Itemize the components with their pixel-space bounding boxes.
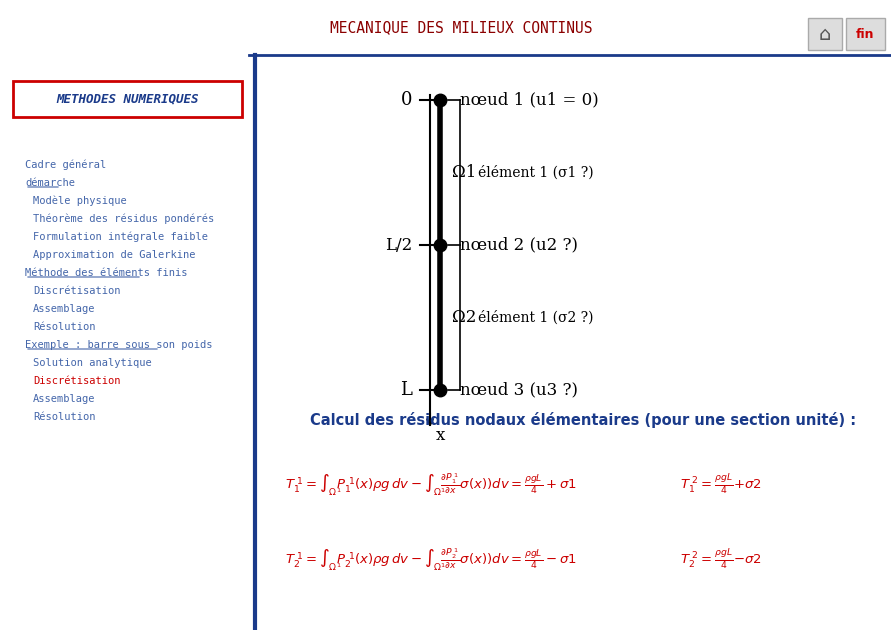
Text: Cadre général: Cadre général [25,160,106,170]
Text: L: L [400,381,412,399]
FancyBboxPatch shape [846,18,885,50]
Text: ⌂: ⌂ [819,25,831,43]
Text: $T_2^{\ 2}{=}\frac{\rho gL}{4}{-}\sigma2$: $T_2^{\ 2}{=}\frac{\rho gL}{4}{-}\sigma2… [680,548,762,572]
Text: Assemblage: Assemblage [33,304,95,314]
Text: nœud 2 (u2 ?): nœud 2 (u2 ?) [460,236,578,253]
Text: Calcul des résidus nodaux élémentaires (pour une section unité) :: Calcul des résidus nodaux élémentaires (… [310,412,856,428]
Text: x: x [436,427,446,444]
Text: Discrétisation: Discrétisation [33,376,120,386]
Text: METHODES NUMERIQUES: METHODES NUMERIQUES [56,93,199,105]
Text: Résolution: Résolution [33,412,95,422]
Text: Ω2: Ω2 [452,309,477,326]
Text: Théorème des résidus pondérés: Théorème des résidus pondérés [33,214,214,224]
Text: Ω1: Ω1 [452,164,477,181]
Text: $T_1^{\ 2}{=}\frac{\rho gL}{4}{+}\sigma2$: $T_1^{\ 2}{=}\frac{\rho gL}{4}{+}\sigma2… [680,473,762,497]
Text: MECANIQUE DES MILIEUX CONTINUS: MECANIQUE DES MILIEUX CONTINUS [330,21,593,35]
Text: Approximation de Galerkine: Approximation de Galerkine [33,250,195,260]
Text: Résolution: Résolution [33,322,95,332]
Text: Exemple : barre sous son poids: Exemple : barre sous son poids [25,340,212,350]
Text: démarche: démarche [25,178,75,188]
Text: nœud 3 (u3 ?): nœud 3 (u3 ?) [460,382,578,399]
Text: Solution analytique: Solution analytique [33,358,151,368]
Text: Assemblage: Assemblage [33,394,95,404]
Text: L/2: L/2 [385,236,412,253]
Text: Méthode des éléments finis: Méthode des éléments finis [25,268,187,278]
FancyBboxPatch shape [808,18,842,50]
Text: élément 1 (σ2 ?): élément 1 (σ2 ?) [478,311,593,324]
Text: $T_2^{\ 1}=\int_{\Omega^1}\!\!P_2^{\ 1}(x)\rho g\,dv - \int_{\Omega^1}\!\!\frac{: $T_2^{\ 1}=\int_{\Omega^1}\!\!P_2^{\ 1}(… [285,547,576,573]
Text: 0: 0 [400,91,412,109]
FancyBboxPatch shape [13,81,242,117]
Text: Modèle physique: Modèle physique [33,196,127,206]
Text: fin: fin [855,28,874,40]
Text: Discrétisation: Discrétisation [33,286,120,296]
Text: Formulation intégrale faible: Formulation intégrale faible [33,232,208,243]
Text: élément 1 (σ1 ?): élément 1 (σ1 ?) [478,165,593,180]
Text: $T_1^{\ 1}=\int_{\Omega^1}\!\!P_1^{\ 1}(x)\rho g\,dv - \int_{\Omega^1}\!\!\frac{: $T_1^{\ 1}=\int_{\Omega^1}\!\!P_1^{\ 1}(… [285,472,576,498]
Text: nœud 1 (u1 = 0): nœud 1 (u1 = 0) [460,91,599,108]
